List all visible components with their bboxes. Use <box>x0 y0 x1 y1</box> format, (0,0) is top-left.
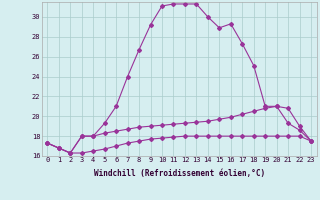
X-axis label: Windchill (Refroidissement éolien,°C): Windchill (Refroidissement éolien,°C) <box>94 169 265 178</box>
